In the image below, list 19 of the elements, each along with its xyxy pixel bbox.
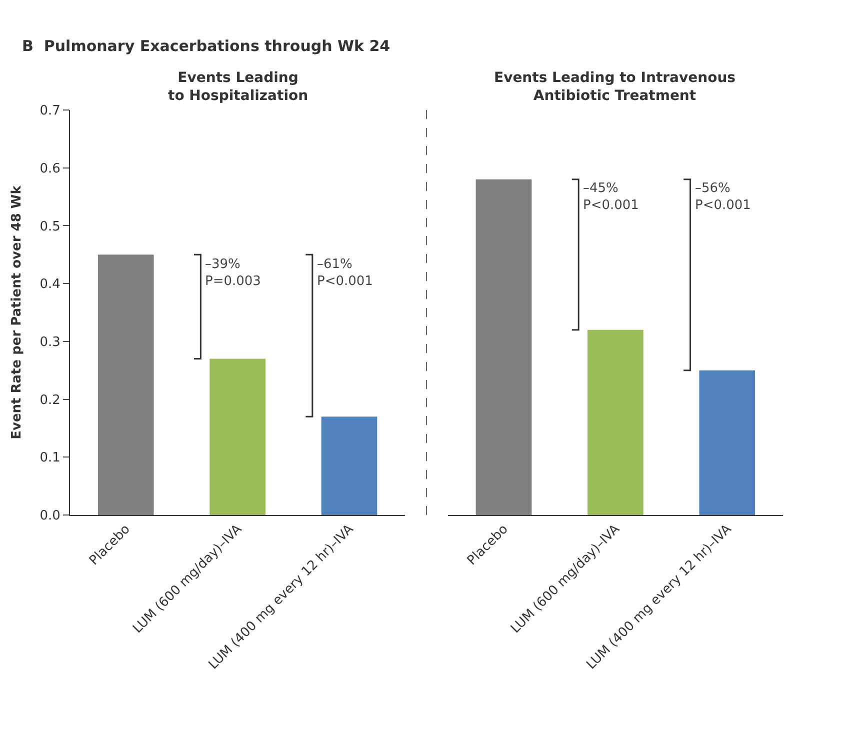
chart-subtitle: Events Leading to Intravenous Antibiotic Treatment (494, 70, 736, 104)
y-axis-title: Event Rate per Patient over 48 Wk (10, 185, 25, 440)
chart-subtitle: Events Leading to Hospitalization (168, 70, 308, 104)
bar (321, 416, 378, 515)
bar (210, 358, 266, 515)
y-tick-label: 0.7 (40, 104, 60, 119)
y-tick-label: 0.6 (40, 161, 60, 176)
y-tick-label: 0.0 (40, 508, 60, 524)
bar (98, 254, 154, 515)
y-tick-label: 0.3 (40, 334, 60, 350)
y-tick-label: 0.4 (40, 277, 60, 292)
annotation: –39% P=0.003 (205, 257, 261, 289)
annotation: –45% P<0.001 (583, 181, 639, 213)
y-tick-label: 0.1 (40, 450, 60, 466)
y-tick-label: 0.5 (40, 219, 60, 234)
y-tick-label: 0.2 (40, 392, 60, 408)
chart-title: B Pulmonary Exacerbations through Wk 24 (22, 37, 390, 55)
annotation: –56% P<0.001 (695, 181, 751, 213)
annotation: –61% P<0.001 (317, 257, 373, 289)
